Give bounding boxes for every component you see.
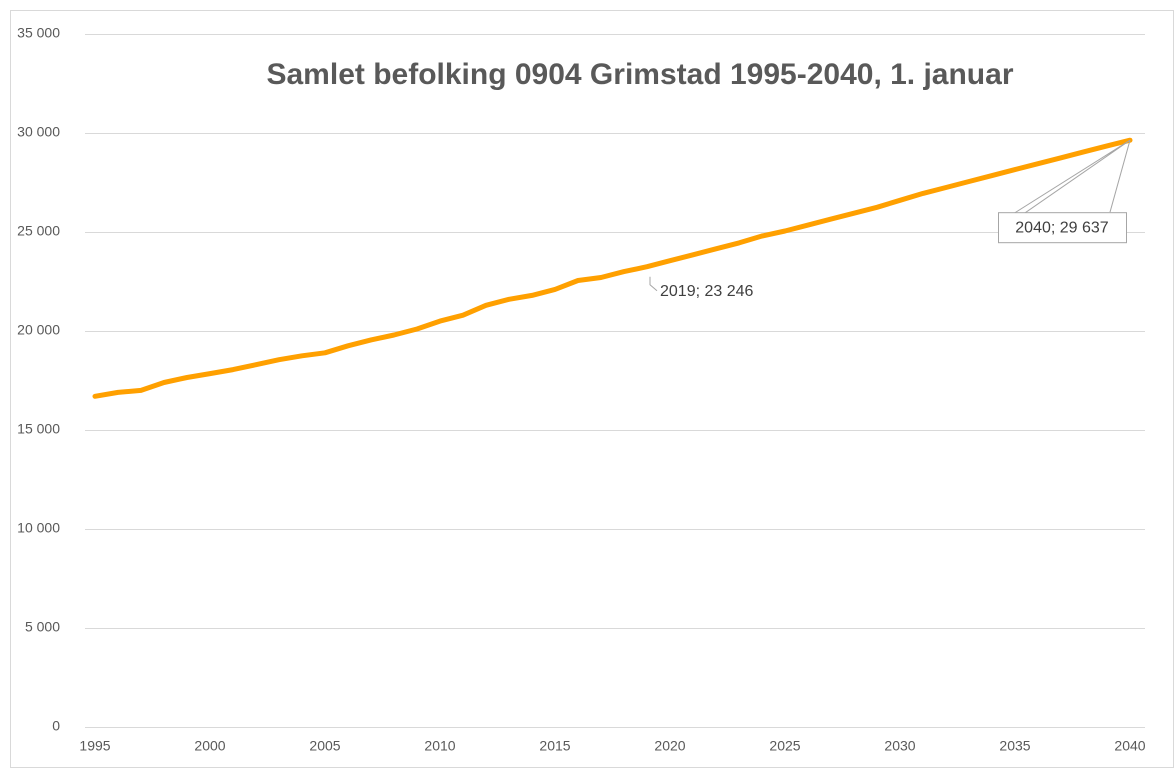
x-tick-label: 2005	[309, 738, 340, 754]
x-tick-label: 1995	[79, 738, 110, 754]
x-tick-label: 2010	[424, 738, 455, 754]
y-tick-label: 0	[52, 718, 60, 734]
x-tick-label: 2025	[769, 738, 800, 754]
x-tick-label: 2040	[1114, 738, 1145, 754]
chart-border	[10, 10, 1174, 768]
y-tick-label: 5 000	[25, 619, 60, 635]
y-tick-label: 35 000	[17, 25, 60, 41]
data-label: 2040; 29 637	[1015, 219, 1109, 236]
data-label: 2019; 23 246	[660, 283, 754, 300]
leader-line	[649, 276, 658, 292]
y-tick-label: 20 000	[17, 322, 60, 338]
x-tick-label: 2020	[654, 738, 685, 754]
y-tick-label: 15 000	[17, 421, 60, 437]
x-tick-label: 2000	[194, 738, 225, 754]
data-label-box	[998, 212, 1127, 244]
chart-title: Samlet befolking 0904 Grimstad 1995-2040…	[266, 58, 1013, 91]
x-tick-label: 2035	[999, 738, 1030, 754]
x-tick-label: 2015	[539, 738, 570, 754]
x-tick-label: 2030	[884, 738, 915, 754]
y-tick-label: 25 000	[17, 223, 60, 239]
y-tick-label: 30 000	[17, 124, 60, 140]
y-tick-label: 10 000	[17, 520, 60, 536]
data-line	[92, 137, 1133, 399]
